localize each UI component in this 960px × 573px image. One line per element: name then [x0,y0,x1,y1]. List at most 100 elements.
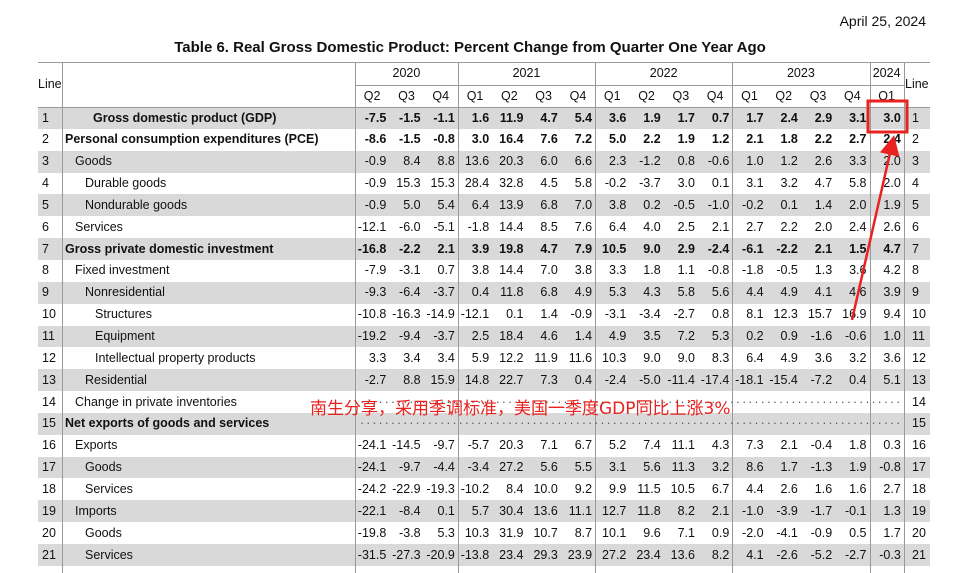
row-label: Gross private domestic investment [65,241,274,256]
cell: 3.1 [746,176,764,191]
quarter-header: Q3 [398,88,415,103]
line-number: 21 [912,547,926,562]
cell: 31.9 [499,525,524,540]
cell: 2.1 [814,241,833,256]
cell: 2.1 [780,438,798,453]
cell: 6.0 [540,154,558,169]
line-number: 6 [42,219,49,234]
line-number: 8 [42,263,49,278]
date: April 25, 2024 [839,13,926,29]
line-number: 6 [912,219,919,234]
cell: 6.6 [574,154,593,169]
cell: 16.4 [499,132,524,147]
cell: 13.6 [533,503,558,518]
line-number: 4 [912,176,919,191]
line-number: 19 [912,503,926,518]
cell: -0.8 [879,460,901,475]
row-label: Nondurable goods [85,197,188,212]
cell: -1.5 [399,110,421,125]
title: Table 6. Real Gross Domestic Product: Pe… [174,39,766,56]
cell: 4.9 [780,350,798,365]
annotation: 南生分享，采用季调标准，美国一季度GDP同比上涨3% [310,399,731,419]
cell: 32.8 [499,176,524,191]
line-header: Line [38,77,62,91]
cell: 9.6 [643,525,661,540]
cell: 7.0 [574,197,593,212]
cell: 29.3 [533,547,558,562]
line-number: 3 [912,154,919,169]
cell: -6.0 [399,219,421,234]
line-number: 7 [912,241,919,256]
cell: 2.7 [849,132,867,147]
cell: -0.9 [364,197,387,212]
cell: 7.2 [677,329,695,343]
quarter-header: Q3 [535,88,552,103]
row-label: Durable goods [85,176,167,191]
cell: -2.7 [673,307,695,322]
cell: 3.9 [883,285,901,300]
cell: 2.6 [883,219,901,234]
cell: 2.3 [609,154,627,169]
rule [903,62,905,573]
cell: -17.4 [700,372,730,387]
cell: 3.4 [403,350,421,365]
line-number: 12 [42,350,56,365]
cell: 0.9 [780,329,798,343]
cell: 2.1 [437,241,455,256]
highlight-box [866,99,909,134]
cell: 1.9 [883,197,901,212]
cell: -24.2 [357,481,387,496]
line-number: 9 [42,285,49,300]
cell: 2.7 [746,219,764,234]
cell: 3.1 [609,460,627,475]
cell: 6.4 [609,219,627,234]
rule [355,84,904,86]
quarter-header: Q2 [500,88,518,103]
cell: 2.5 [471,329,490,343]
cell: 13.9 [499,197,524,212]
cell: 22.7 [499,372,524,387]
row-shade [38,194,930,217]
cell: 3.0 [677,176,695,191]
cell: -0.6 [844,329,867,343]
line-number: 17 [912,460,926,475]
line-number: 15 [912,416,926,431]
cell: -9.7 [399,460,421,475]
line-number: 14 [42,394,56,409]
cell: 5.4 [437,197,455,212]
cell: 4.4 [746,285,764,300]
cell: 4.0 [643,219,661,234]
rule [595,62,597,573]
cell: -0.5 [776,263,798,278]
cell: 8.8 [437,154,455,169]
cell: -0.4 [810,438,833,453]
cell: -5.2 [810,547,833,562]
cell: 13.6 [670,547,695,562]
cell: 18.4 [499,329,524,343]
cell: 8.5 [540,219,558,234]
cell: 3.6 [883,350,901,365]
cell: 14.8 [464,372,490,387]
cell: 4.1 [746,547,764,562]
cell: 8.4 [403,154,421,169]
line-number: 11 [42,329,55,343]
cell: -0.9 [570,307,593,322]
line-number: 18 [912,481,926,496]
line-number: 10 [42,307,56,322]
line-number: 19 [42,503,56,518]
cell: 0.2 [746,329,764,343]
row-shade [38,456,930,479]
cell: 10.5 [602,241,627,256]
cell: 1.8 [643,263,661,278]
cell: -1.3 [810,460,833,475]
cell: 8.7 [574,525,593,540]
cell: 10.7 [533,525,558,540]
cell: 3.0 [471,132,490,147]
dot-leader: ········································… [360,416,900,431]
line-number: 15 [42,416,56,431]
cell: 5.6 [540,460,558,475]
cell: -1.2 [639,154,661,169]
cell: 4.6 [540,329,558,343]
cell: -13.8 [460,547,490,562]
